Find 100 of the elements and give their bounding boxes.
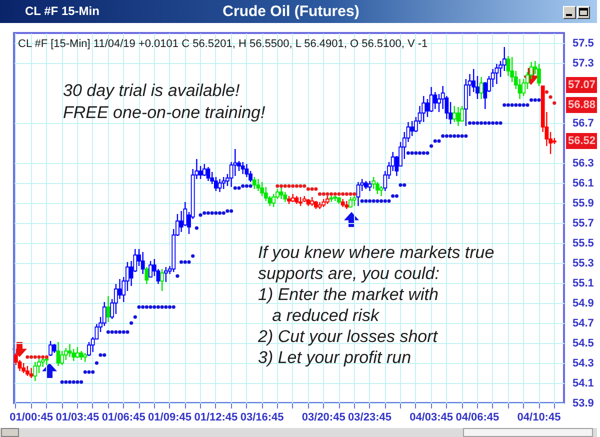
y-tick-label: 55.3 xyxy=(572,258,594,270)
chart-title: Crude Oil (Futures) xyxy=(222,3,360,20)
candlestick xyxy=(206,166,210,182)
candlestick xyxy=(148,260,152,278)
point xyxy=(33,355,37,359)
candlestick xyxy=(56,341,60,367)
candlestick xyxy=(452,105,456,123)
y-tick-label: 55.1 xyxy=(572,278,594,290)
point xyxy=(318,192,322,196)
text: CL #F 15-Min xyxy=(25,4,100,19)
point xyxy=(287,184,291,188)
candlestick xyxy=(422,95,426,123)
x-tick-label: 04/06:45 xyxy=(456,412,500,424)
candlestick xyxy=(222,176,226,190)
point xyxy=(302,184,306,188)
candlestick xyxy=(26,365,30,377)
candlestick xyxy=(348,196,352,208)
candlestick xyxy=(87,341,91,357)
candlestick xyxy=(164,266,168,283)
point xyxy=(322,192,326,196)
x-tick-label: 01/00:45 xyxy=(10,412,54,424)
candlestick xyxy=(240,161,245,175)
candlestick xyxy=(537,63,541,87)
annotation: 30 day trial is available! FREE one-on-one training! xyxy=(63,80,266,124)
candlestick xyxy=(356,181,360,207)
x-tick-label: 04/10:45 xyxy=(517,412,561,424)
candlestick xyxy=(64,347,68,361)
y-tick-label: 56.3 xyxy=(572,158,594,170)
point xyxy=(283,184,287,188)
point xyxy=(548,95,552,99)
candlestick xyxy=(22,362,26,374)
candlestick xyxy=(252,176,256,190)
annotation: If you knew where markets true supports are, you could: 1) Enter the market with a reduced risk 2) Cut your losses short 3) Let your profit run xyxy=(258,242,494,368)
y-tick-label: 55.7 xyxy=(572,218,594,230)
candlestick xyxy=(60,350,64,366)
x-tick-label: 01/12:45 xyxy=(194,412,238,424)
point xyxy=(348,192,352,196)
candlestick xyxy=(426,98,430,118)
candlestick xyxy=(76,346,80,359)
y-tick-label: 57.3 xyxy=(572,58,594,70)
candlestick xyxy=(494,63,499,85)
x-tick-label: 03/23:45 xyxy=(348,412,392,424)
point xyxy=(280,184,284,188)
point xyxy=(552,101,556,105)
point xyxy=(326,192,330,196)
point xyxy=(44,355,48,359)
candlestick xyxy=(140,251,145,275)
candlestick xyxy=(410,120,414,137)
point xyxy=(276,184,280,188)
candlestick xyxy=(198,165,202,180)
y-tick-label: 55.9 xyxy=(572,198,594,210)
point xyxy=(344,192,348,196)
candlestick xyxy=(214,176,218,192)
y-tick-label: 55.5 xyxy=(572,238,594,250)
y-tick-label: 57.5 xyxy=(572,38,594,50)
y-tick-label: 56.7 xyxy=(572,118,594,130)
candlestick xyxy=(29,367,34,379)
candlestick xyxy=(118,278,122,300)
candlestick xyxy=(114,283,118,315)
candlestick xyxy=(372,176,376,190)
candlestick xyxy=(264,186,268,202)
point xyxy=(337,192,341,196)
candlestick xyxy=(456,106,460,127)
chart-subtitle: CL #F [15-Min] 11/04/19 +0.0101 C 56.5201, H 56.5500, L 56.4901, O 56.5100, V -1 xyxy=(18,37,428,51)
point xyxy=(544,90,548,94)
y-tick-label: 53.9 xyxy=(572,398,594,410)
candlestick xyxy=(72,348,76,362)
candlestick xyxy=(256,178,260,192)
point xyxy=(314,187,318,191)
y-tick-label: 56.1 xyxy=(572,178,594,190)
candlestick xyxy=(244,163,249,178)
point xyxy=(341,192,345,196)
point xyxy=(352,192,356,196)
x-tick-label: 01/03:45 xyxy=(56,412,100,424)
candlestick xyxy=(368,180,372,192)
point xyxy=(291,184,295,188)
candlestick xyxy=(279,186,284,200)
point xyxy=(294,184,298,188)
candlestick xyxy=(48,340,52,357)
candlestick xyxy=(272,193,276,208)
candlestick xyxy=(464,78,468,127)
point xyxy=(310,187,314,191)
y-tick-label: 54.1 xyxy=(572,378,594,390)
x-tick-label: 03/20:45 xyxy=(302,412,346,424)
candlestick xyxy=(33,361,38,382)
candlestick xyxy=(68,343,72,358)
candlestick xyxy=(479,76,484,100)
point xyxy=(333,192,337,196)
y-tick-label: 54.9 xyxy=(572,298,594,310)
candlestick xyxy=(144,266,149,285)
candlestick xyxy=(433,91,438,110)
candlestick xyxy=(218,178,222,193)
point xyxy=(306,187,310,191)
candlestick xyxy=(490,68,495,88)
point xyxy=(298,184,302,188)
point xyxy=(26,355,30,359)
x-tick-label: 01/06:45 xyxy=(102,412,146,424)
text: 56.88 xyxy=(566,97,597,113)
x-tick-label: 01/09:45 xyxy=(148,412,192,424)
candlestick xyxy=(202,163,206,177)
